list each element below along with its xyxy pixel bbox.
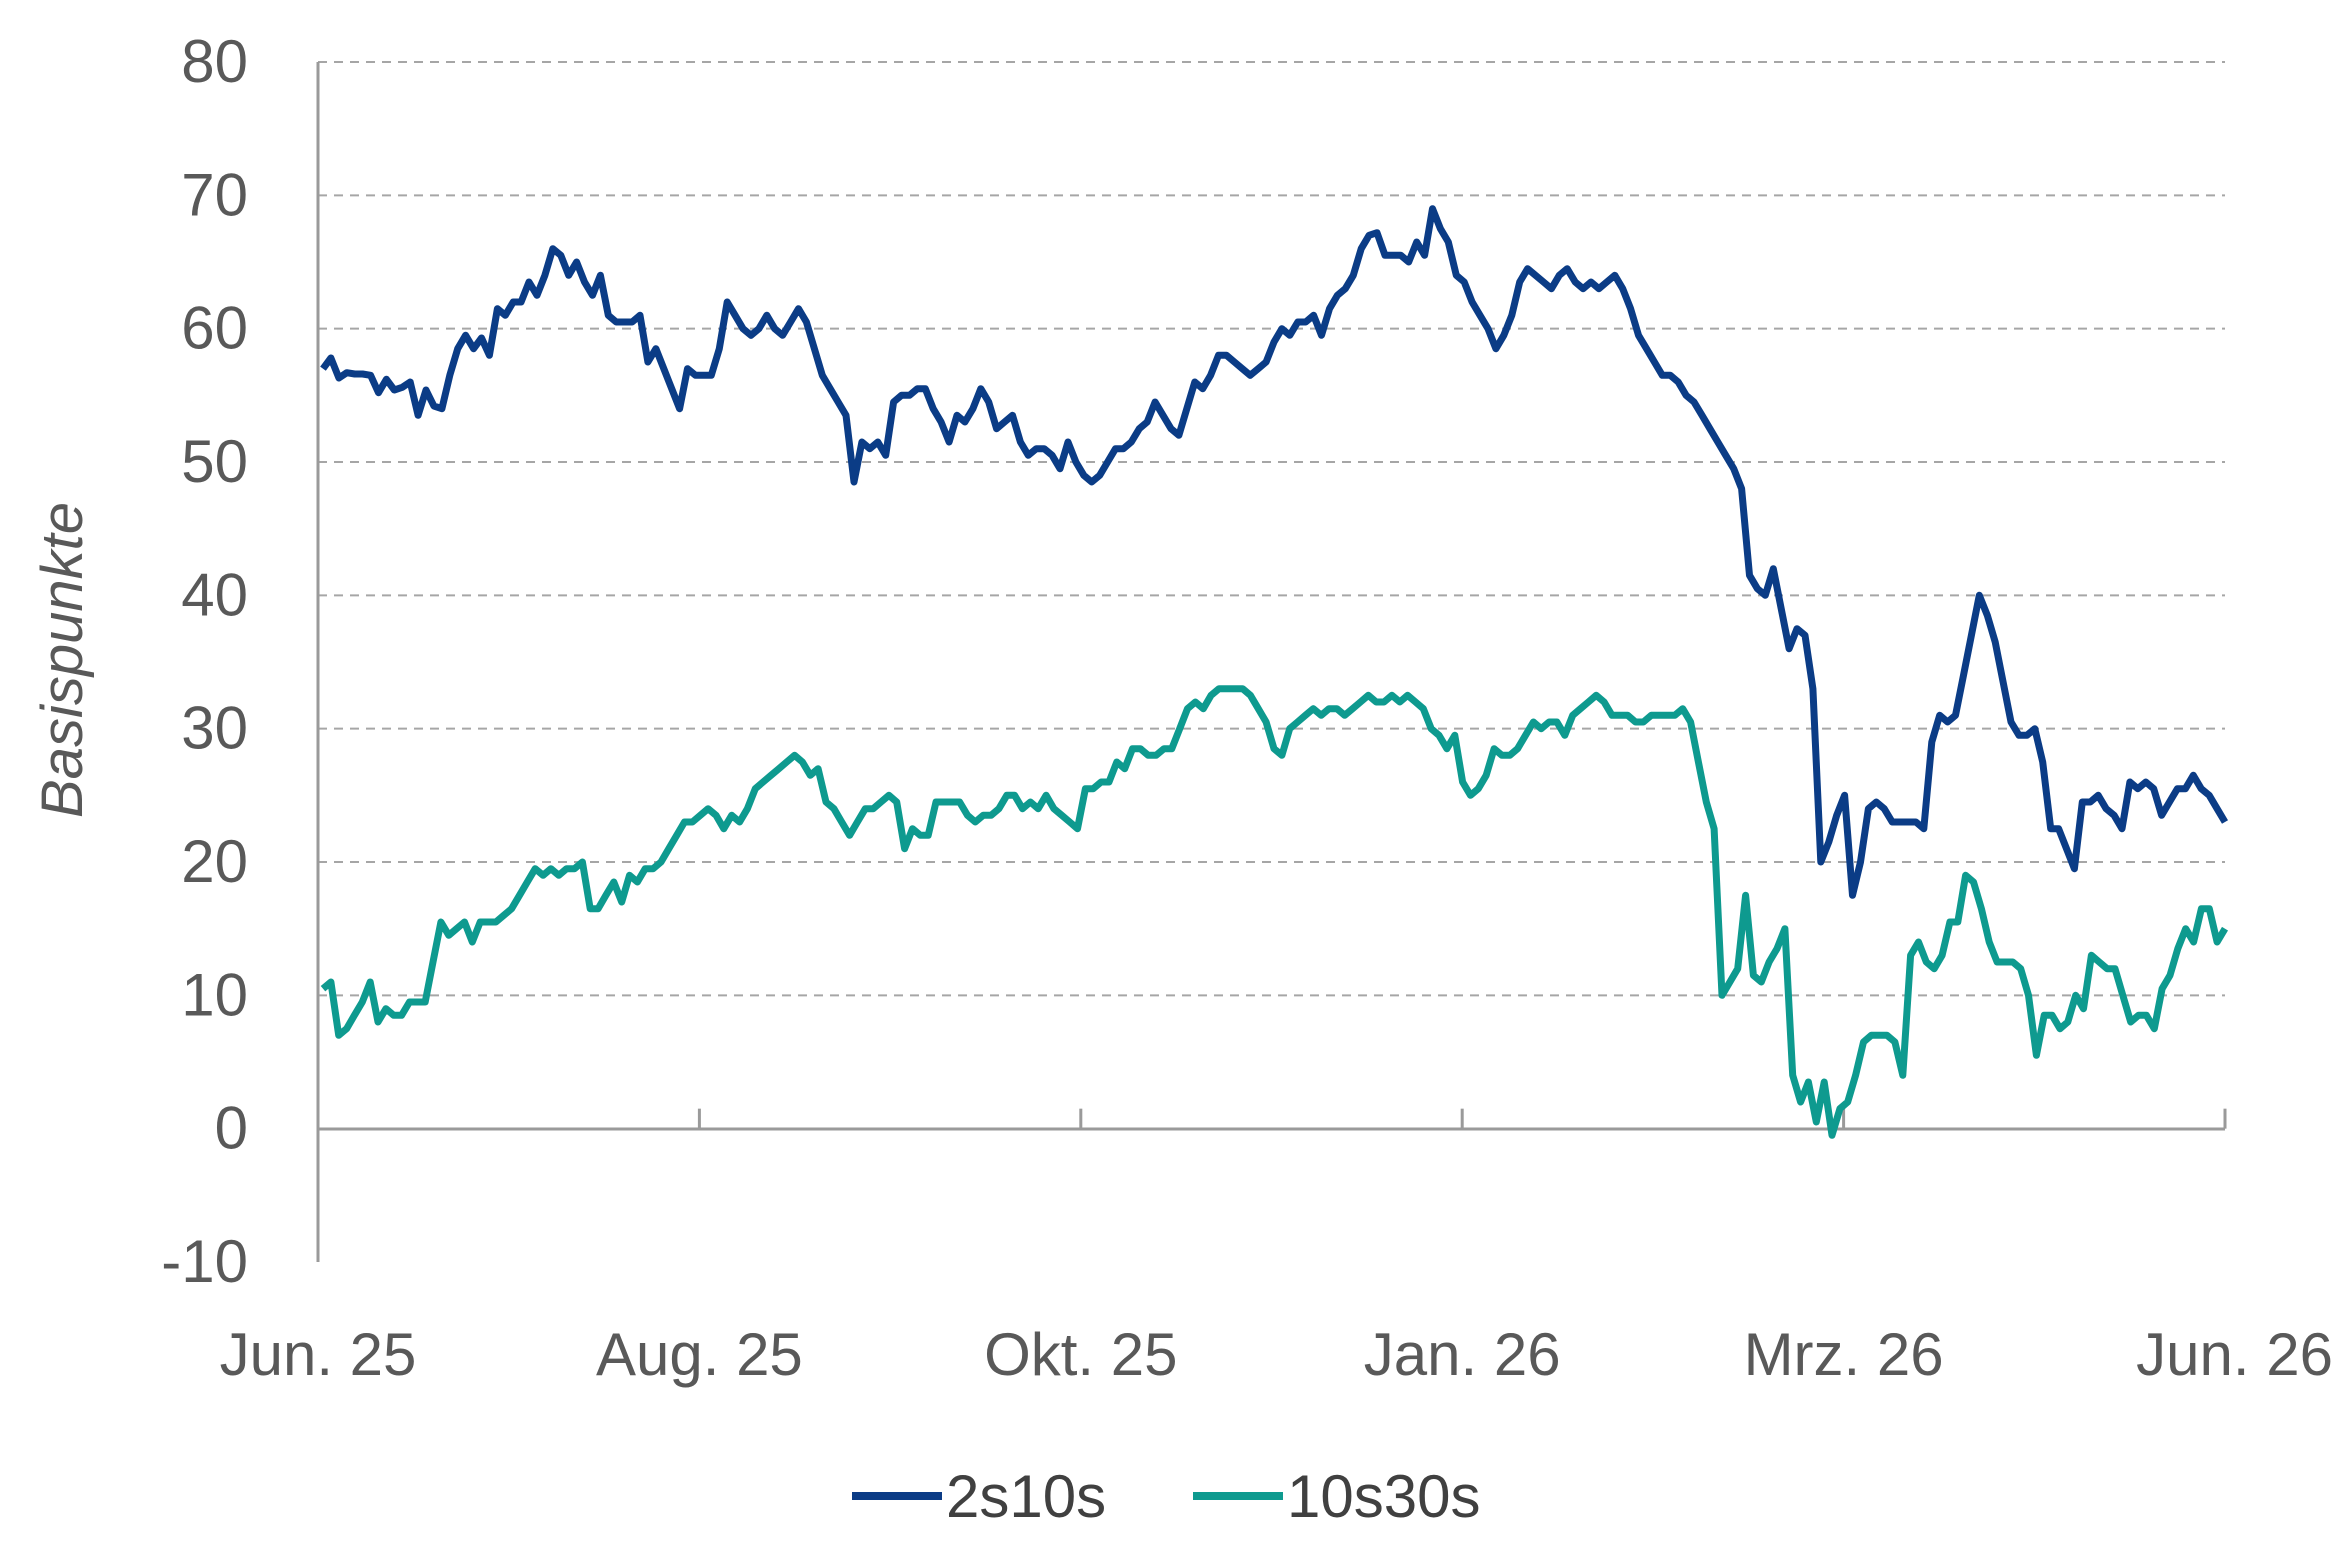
y-tick-label: 10	[181, 961, 248, 1028]
x-tick-label: Jun. 25	[220, 1321, 417, 1388]
y-tick-label: 50	[181, 428, 248, 495]
legend-label-10s30s: 10s30s	[1287, 1463, 1480, 1530]
gridlines	[318, 61, 2225, 997]
y-tick-label: 70	[181, 161, 248, 228]
y-tick-label: -10	[161, 1228, 248, 1295]
series-lines	[320, 205, 2229, 1139]
y-tick-label: 20	[181, 828, 248, 895]
y-tick-label: 0	[215, 1095, 248, 1162]
y-tick-label: 60	[181, 295, 248, 362]
x-tick-label: Mrz. 26	[1744, 1321, 1944, 1388]
x-tick-label: Jan. 26	[1364, 1321, 1561, 1388]
x-tick-label: Jun. 26	[2136, 1321, 2333, 1388]
x-tick-label: Aug. 25	[596, 1321, 803, 1388]
x-tick-labels: Jun. 25 Aug. 25 Okt. 25 Jan. 26 Mrz. 26 Jun. …	[220, 1321, 2333, 1388]
y-axis-label: Basispunkte	[30, 502, 95, 818]
x-tick-marks	[697, 1108, 2227, 1129]
legend-label-2s10s: 2s10s	[946, 1463, 1106, 1530]
axes	[316, 62, 2225, 1262]
series-line-2s10s	[320, 205, 2229, 899]
legend: 2s10s 10s30s	[852, 1463, 1480, 1530]
y-tick-label: 80	[181, 28, 248, 95]
y-tick-label: 30	[181, 695, 248, 762]
series-line-10s30s	[320, 685, 2229, 1139]
x-tick-label: Okt. 25	[984, 1321, 1177, 1388]
y-tick-labels: -10 0 10 20 30 40 50 60 70 80	[161, 28, 248, 1295]
y-tick-label: 40	[181, 561, 248, 628]
